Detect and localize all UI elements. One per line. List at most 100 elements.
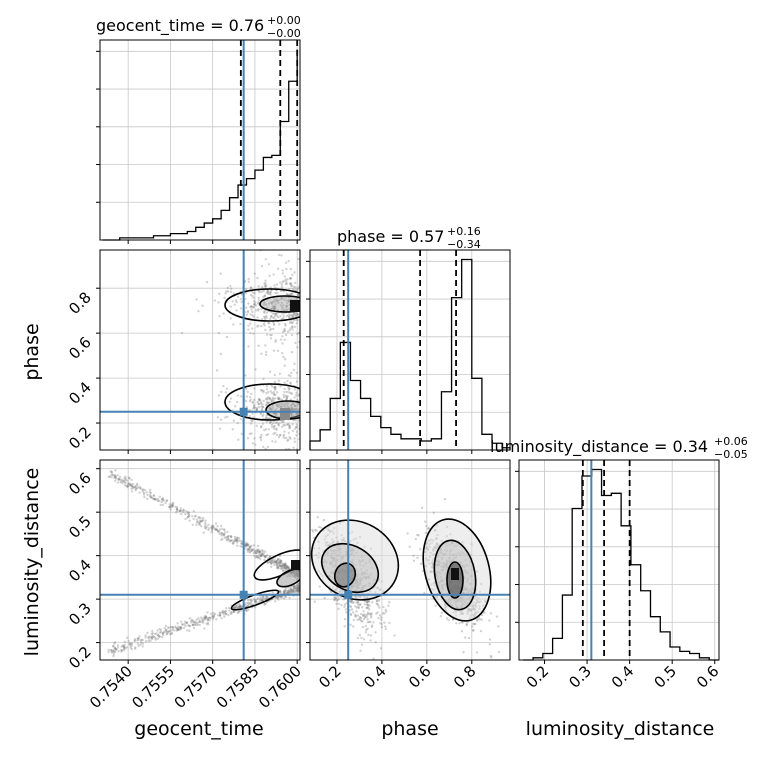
sample-point (265, 392, 268, 395)
sample-point (306, 490, 308, 492)
sample-point (112, 650, 116, 653)
sample-point (278, 590, 282, 593)
sample-point (256, 316, 259, 319)
sample-point (195, 298, 198, 301)
sample-point (262, 295, 265, 299)
sample-point (187, 624, 191, 627)
sample-point (337, 597, 340, 600)
sample-point (294, 286, 297, 289)
sample-point (244, 608, 248, 612)
sample-point (118, 478, 121, 481)
sample-point (270, 314, 273, 318)
sample-point (257, 309, 260, 312)
sample-point (273, 380, 277, 384)
sample-point (356, 618, 359, 621)
sample-point (184, 624, 187, 628)
sample-point (358, 603, 361, 607)
sample-point (287, 374, 291, 377)
sample-point (247, 324, 250, 327)
sample-point (229, 317, 232, 320)
sample-point (144, 640, 148, 643)
sample-point (238, 605, 242, 608)
sample-point (297, 589, 300, 593)
sample-point (366, 604, 370, 607)
sample-point (274, 561, 278, 564)
sample-point (276, 596, 279, 600)
sample-point (260, 307, 263, 311)
sample-point (283, 424, 286, 427)
sample-point (238, 605, 241, 609)
sample-point (221, 532, 224, 535)
sample-point (133, 485, 137, 488)
sample-point (273, 424, 276, 428)
sample-point (285, 396, 289, 399)
sample-point (268, 397, 271, 400)
sample-point (285, 308, 288, 311)
x-tick-label: 0.5 (650, 662, 680, 692)
sample-point (154, 498, 157, 501)
sample-point (365, 606, 368, 610)
sample-point (271, 426, 274, 429)
sample-point (175, 627, 179, 630)
sample-point (254, 551, 258, 555)
sample-point (289, 588, 293, 591)
sample-point (297, 587, 300, 590)
sample-point (246, 390, 249, 394)
sample-point (204, 615, 208, 618)
sample-point (277, 564, 281, 567)
sample-point (203, 627, 206, 630)
sample-point (274, 305, 277, 308)
sample-point (128, 477, 131, 480)
sample-point (291, 325, 294, 329)
sample-point (116, 481, 120, 484)
sample-point (285, 390, 289, 394)
sample-point (462, 651, 465, 654)
sample-point (266, 289, 269, 292)
sample-point (253, 301, 257, 304)
sample-point (250, 392, 253, 396)
sample-point (282, 298, 286, 301)
sample-point (340, 666, 342, 668)
sample-point (266, 445, 270, 449)
sample-point (280, 596, 283, 599)
sample-point (350, 608, 354, 611)
sample-point (297, 402, 300, 405)
sample-point (362, 610, 365, 613)
sample-point (252, 291, 255, 294)
sample-point (220, 538, 223, 542)
sample-point (174, 625, 177, 628)
sample-point (295, 425, 299, 429)
sample-point (354, 615, 357, 618)
sample-point (361, 620, 364, 623)
density-contour (224, 383, 300, 421)
sample-point (276, 566, 279, 570)
sample-point (289, 437, 292, 440)
sample-point (358, 633, 362, 637)
sample-point (279, 433, 282, 437)
sample-point (220, 390, 223, 394)
density-contour (224, 288, 300, 322)
sample-point (273, 305, 277, 309)
sample-point (260, 407, 264, 411)
sample-point (294, 586, 297, 589)
sample-point (285, 314, 288, 318)
sample-point (256, 555, 259, 558)
sample-point (156, 499, 160, 503)
sample-point (152, 497, 156, 501)
sample-point (232, 419, 236, 423)
sample-point (217, 530, 221, 533)
sample-point (139, 486, 142, 490)
sample-point (290, 284, 293, 287)
sample-point (120, 478, 123, 481)
sample-point (122, 479, 125, 482)
sample-point (238, 604, 242, 607)
sample-point (460, 630, 464, 633)
sample-point (290, 590, 293, 593)
sample-point (211, 528, 214, 531)
sample-point (268, 325, 271, 329)
sample-point (225, 290, 228, 293)
sample-point (291, 313, 294, 317)
sample-point (357, 603, 360, 606)
sample-point (249, 322, 252, 325)
sample-point (272, 425, 276, 428)
